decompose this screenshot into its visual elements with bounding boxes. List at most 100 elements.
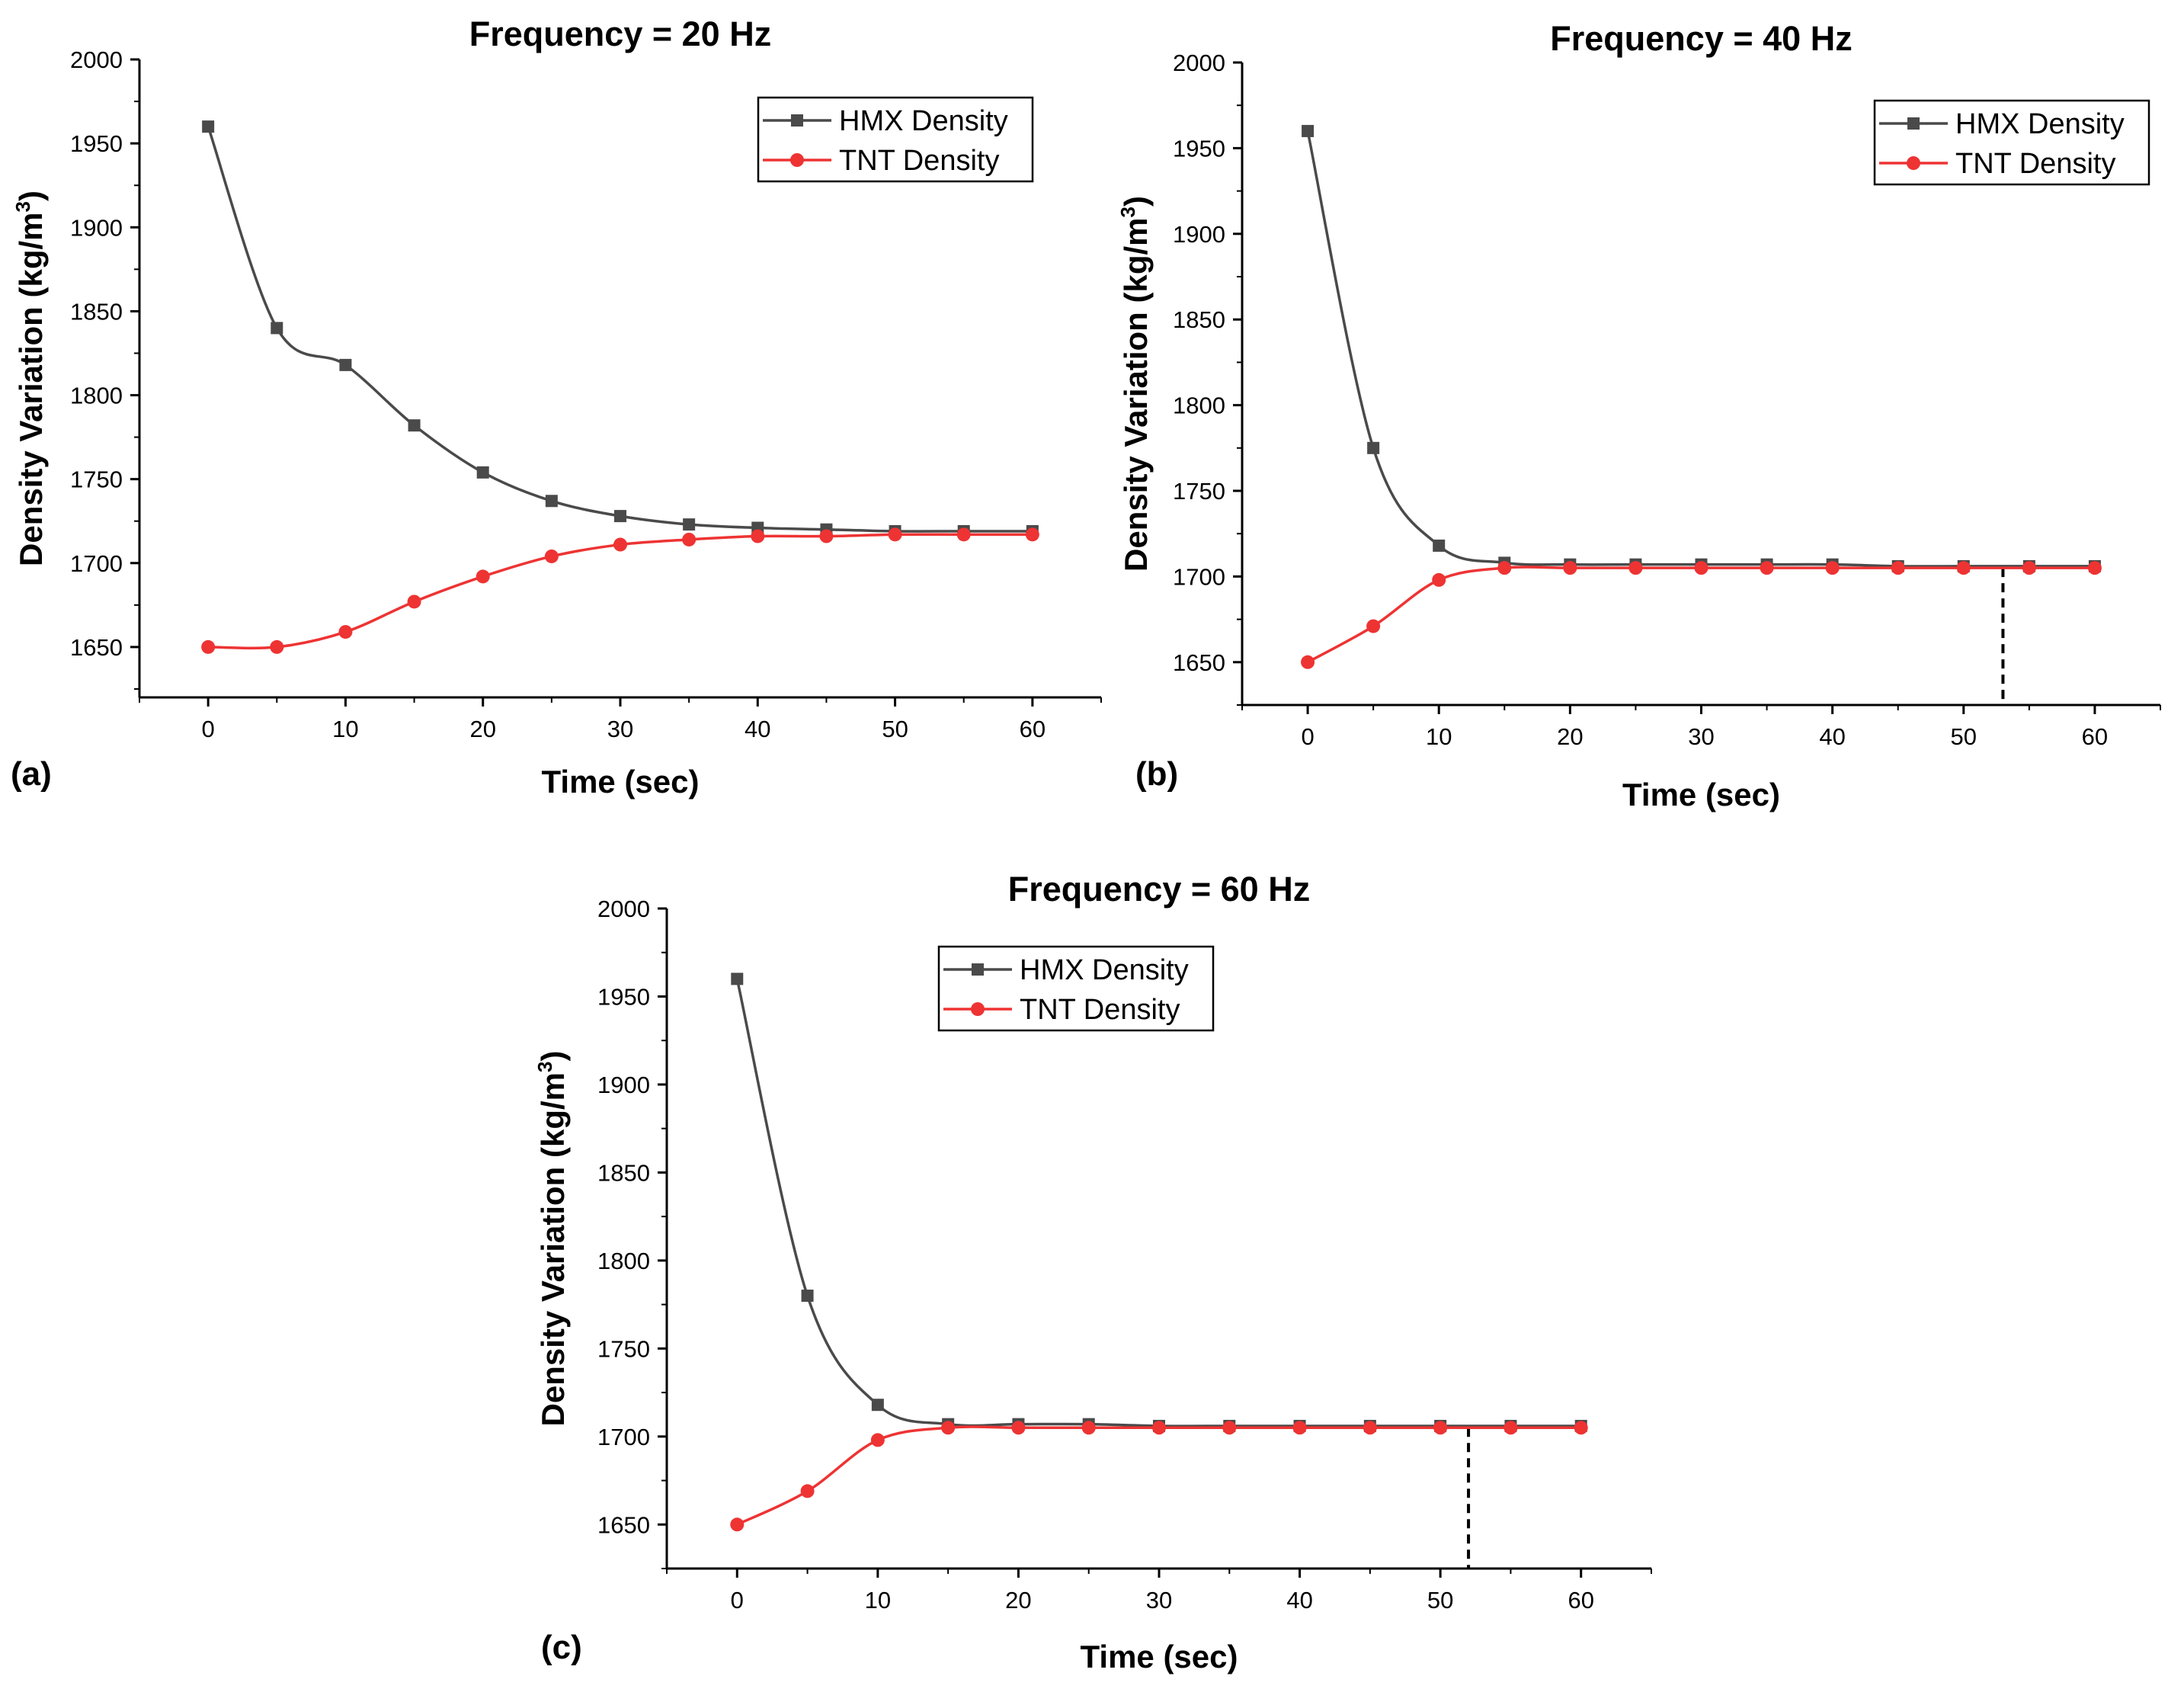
- data-point-tnt: [1574, 1421, 1588, 1435]
- y-tick-label: 1900: [70, 214, 123, 241]
- x-tick-label: 40: [1819, 723, 1845, 750]
- y-tick-label: 1650: [597, 1511, 650, 1538]
- y-axis-label-close: ): [13, 191, 49, 201]
- data-point-hmx: [871, 1399, 884, 1412]
- data-point-tnt: [2087, 561, 2102, 575]
- y-tick-label: 1850: [597, 1159, 650, 1186]
- y-tick-label: 1650: [1173, 649, 1225, 676]
- legend-marker-circle: [971, 1002, 985, 1016]
- x-tick-label: 20: [469, 716, 495, 742]
- data-point-tnt: [1292, 1421, 1307, 1435]
- y-tick-label: 2000: [70, 46, 123, 73]
- x-tick-label: 60: [1020, 716, 1046, 742]
- legend: HMX Density TNT Density: [757, 96, 1034, 183]
- data-point-hmx: [614, 510, 626, 523]
- data-point-tnt: [613, 537, 627, 552]
- data-point-tnt: [1432, 572, 1446, 587]
- x-tick-label: 60: [1568, 1587, 1593, 1613]
- y-tick-label: 1900: [1173, 221, 1225, 248]
- x-tick-label: 10: [865, 1587, 891, 1613]
- chart-panel-c: Frequency = 60 Hz 1650 1700 1750 1800 1850 190…: [533, 870, 1652, 1674]
- data-point-tnt: [1891, 561, 1905, 575]
- y-axis-label-main: Density Variation (kg/m: [535, 1072, 571, 1426]
- y-tick-label: 1950: [1173, 135, 1225, 162]
- x-tick-label: 20: [1005, 1587, 1031, 1613]
- series-line-hmx: [207, 126, 1033, 533]
- y-tick-label: 1700: [597, 1424, 650, 1450]
- y-tick-label: 1750: [70, 466, 123, 493]
- data-point-tnt: [751, 529, 765, 543]
- series-line-hmx: [1306, 130, 2095, 568]
- x-tick-label: 50: [882, 716, 908, 742]
- legend-marker-square: [791, 114, 803, 127]
- x-tick-label: 0: [731, 1587, 744, 1613]
- legend: HMX Density TNT Density: [1873, 99, 2150, 186]
- data-point-tnt: [1081, 1421, 1096, 1435]
- y-axis-label-superscript: 3: [1116, 207, 1139, 217]
- x-axis-label: Time (sec): [1622, 777, 1780, 812]
- x-tick-label: 30: [1146, 1587, 1172, 1613]
- data-point-tnt: [1825, 561, 1840, 575]
- data-point-tnt: [1497, 561, 1512, 575]
- y-tick-label: 1750: [1173, 478, 1225, 505]
- legend-marker-circle: [1907, 156, 1920, 170]
- data-point-tnt: [819, 529, 834, 543]
- data-point-tnt: [800, 1484, 815, 1498]
- data-point-tnt: [1504, 1421, 1518, 1435]
- x-axis-label: Time (sec): [542, 764, 700, 800]
- y-tick-label: 1900: [597, 1072, 650, 1098]
- data-point-tnt: [270, 639, 284, 654]
- data-point-hmx: [545, 495, 558, 508]
- legend-entry: TNT Density: [839, 145, 999, 177]
- series-line-tnt: [208, 533, 1033, 650]
- y-tick-label: 2000: [597, 896, 650, 922]
- data-point-hmx: [476, 466, 489, 479]
- data-point-tnt: [1363, 1421, 1377, 1435]
- data-point-hmx: [408, 419, 421, 432]
- panel-label: (c): [541, 1629, 582, 1666]
- legend-box: [1873, 99, 2150, 186]
- y-tick-label: 1850: [1173, 306, 1225, 333]
- y-tick-label: 2000: [1173, 50, 1225, 76]
- data-point-tnt: [201, 639, 216, 654]
- legend-entry: HMX Density: [1955, 108, 2125, 140]
- y-tick-label: 1750: [597, 1335, 650, 1362]
- data-point-tnt: [1222, 1421, 1237, 1435]
- x-tick-label: 30: [607, 716, 633, 742]
- y-tick-label: 1800: [70, 383, 123, 409]
- data-point-tnt: [1011, 1421, 1026, 1435]
- data-point-tnt: [476, 569, 490, 584]
- x-tick-label: 0: [202, 716, 215, 742]
- data-point-tnt: [1694, 561, 1708, 575]
- data-point-tnt: [1366, 619, 1381, 633]
- legend-marker-square: [972, 963, 984, 976]
- data-point-tnt: [1433, 1421, 1448, 1435]
- legend-box: [937, 945, 1215, 1032]
- data-point-hmx: [1433, 539, 1446, 552]
- chart-title: Frequency = 40 Hz: [1550, 19, 1852, 58]
- y-axis-label-close: ): [1118, 196, 1154, 207]
- data-point-hmx: [683, 518, 696, 531]
- legend-marker-square: [1907, 117, 1920, 130]
- y-axis-label: Density Variation (kg/m3): [1116, 196, 1154, 572]
- y-tick-label: 1950: [70, 130, 123, 157]
- x-tick-label: 60: [2082, 723, 2108, 750]
- y-tick-label: 1700: [70, 550, 123, 577]
- y-tick-label: 1800: [597, 1248, 650, 1274]
- data-point-tnt: [941, 1421, 956, 1435]
- x-tick-label: 40: [745, 716, 770, 742]
- data-point-hmx: [202, 120, 215, 133]
- y-axis-label: Density Variation (kg/m3): [533, 1051, 571, 1427]
- y-tick-label: 1650: [70, 634, 123, 661]
- data-point-hmx: [801, 1290, 814, 1303]
- y-axis-label-close: ): [535, 1051, 571, 1062]
- x-tick-label: 20: [1557, 723, 1583, 750]
- data-point-tnt: [730, 1517, 745, 1532]
- y-tick-label: 1800: [1173, 393, 1225, 419]
- data-point-tnt: [1760, 561, 1774, 575]
- legend-entry: TNT Density: [1955, 148, 2115, 180]
- data-point-hmx: [271, 322, 283, 335]
- data-point-tnt: [544, 549, 559, 563]
- legend-entry: HMX Density: [1020, 954, 1189, 986]
